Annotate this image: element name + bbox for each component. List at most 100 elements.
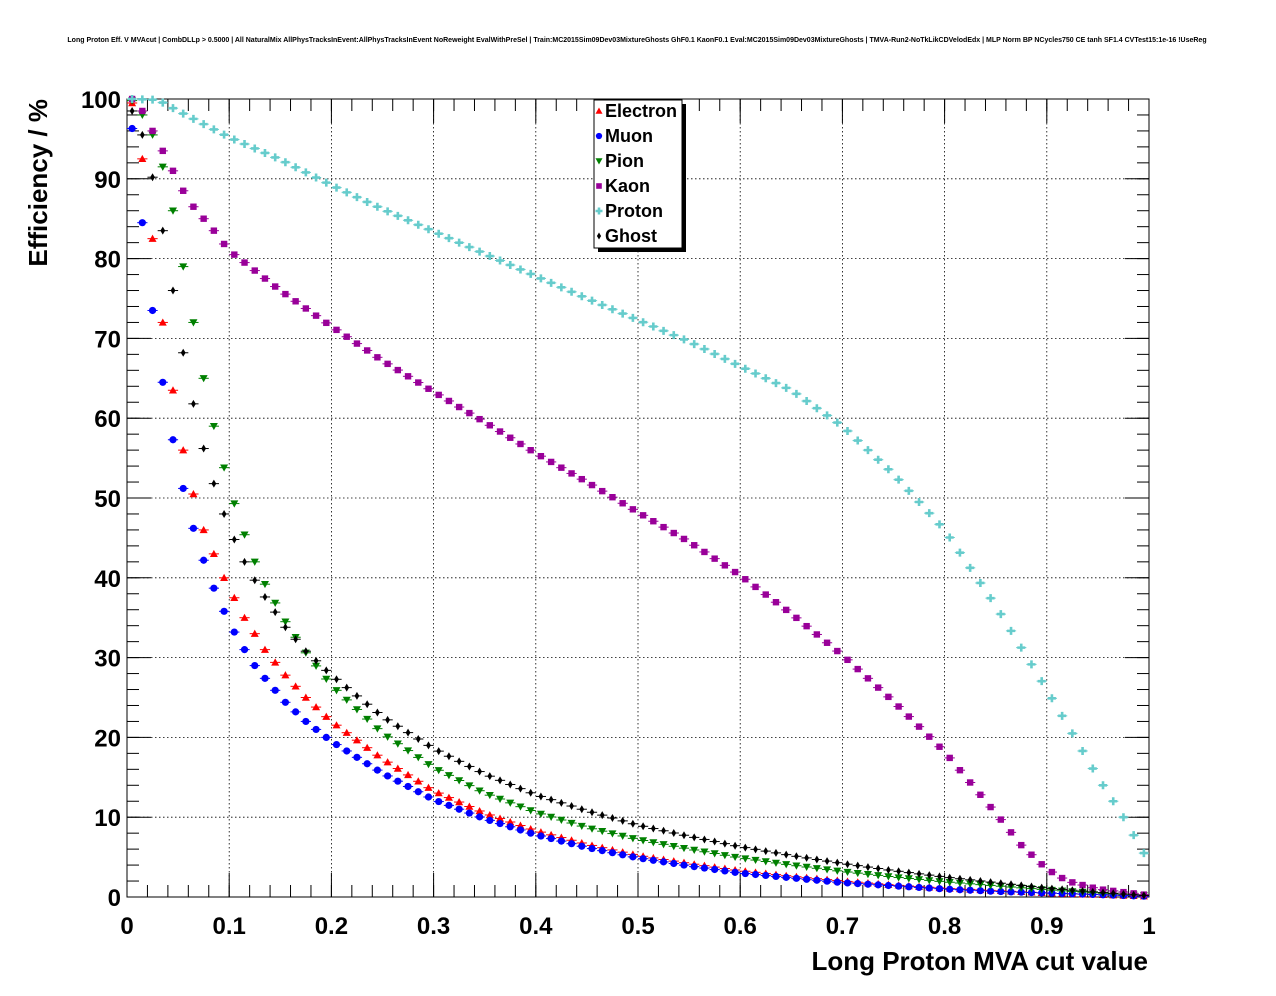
data-point [956,766,964,774]
data-point [578,475,585,483]
data-point [436,747,442,756]
data-point [231,251,238,258]
data-point [291,163,300,172]
data-point [323,666,329,675]
data-point [373,766,381,774]
data-point [588,296,597,305]
data-point [168,207,177,215]
data-point [926,733,933,740]
data-point [506,823,514,831]
data-point [782,383,791,392]
data-point [823,877,831,885]
data-point [609,494,616,501]
data-point [794,852,799,861]
data-point [855,861,861,870]
data-point [189,114,198,123]
data-point [895,882,903,890]
data-point [404,782,412,791]
data-point [659,841,668,849]
data-point [874,455,883,464]
data-point [589,808,595,817]
data-point [752,583,759,591]
data-point [936,743,943,750]
data-point [322,178,331,187]
legend-label: Pion [605,151,644,171]
data-point [792,862,801,870]
data-point [189,524,198,532]
data-point [465,243,474,252]
data-point [1007,829,1015,836]
data-point [507,434,514,441]
data-point [834,647,841,655]
data-point [220,607,228,615]
data-point [813,876,821,884]
data-point [660,523,667,531]
data-point [332,721,341,729]
data-point [792,874,801,882]
data-point [354,691,360,700]
data-point [240,613,249,621]
data-point [404,747,413,755]
data-point [671,829,677,838]
data-point [334,675,339,684]
data-point [160,226,166,235]
data-point [751,369,760,378]
grid-lines [127,99,1149,897]
data-point [374,354,381,361]
data-point [485,810,494,819]
data-point [1119,813,1128,822]
data-point [1089,884,1096,891]
data-point [240,646,249,654]
data-point [128,124,136,133]
data-point [864,675,872,682]
data-point [1029,882,1034,891]
data-point [209,125,218,134]
data-point [353,340,361,347]
data-point [1007,888,1015,896]
data-point [751,856,760,865]
data-point [241,259,248,266]
data-point [710,349,719,358]
data-point [363,743,372,751]
data-point [231,535,237,544]
data-point [905,883,913,891]
data-point [1110,889,1116,898]
series-proton [127,95,1149,858]
data-point [260,148,269,157]
data-point [731,853,740,862]
data-point [1129,831,1138,840]
data-point [200,556,208,564]
legend-entry-kaon: Kaon [596,176,650,196]
data-point [302,305,310,312]
data-point [955,879,964,888]
data-point [220,240,228,248]
data-point [710,850,719,858]
data-point [159,147,166,155]
data-point [771,859,780,867]
data-point [853,436,862,445]
data-point [1078,746,1087,755]
data-point [220,130,229,139]
data-point [782,861,791,869]
data-point [383,758,392,766]
data-point [148,306,157,315]
data-point [845,860,850,869]
data-point [323,319,330,327]
data-point [833,867,842,875]
data-point [517,440,524,448]
data-point [179,263,188,271]
data-point [771,379,780,388]
data-point [588,844,596,853]
data-point [475,787,484,795]
data-point [588,825,597,833]
legend-entry-muon: Muon [595,126,653,146]
data-point [977,791,984,798]
data-point [670,529,677,537]
data-point [731,868,739,876]
data-point [610,813,615,822]
data-point [598,300,607,309]
data-point [997,887,1005,896]
data-point [374,708,380,717]
data-point [548,795,554,804]
